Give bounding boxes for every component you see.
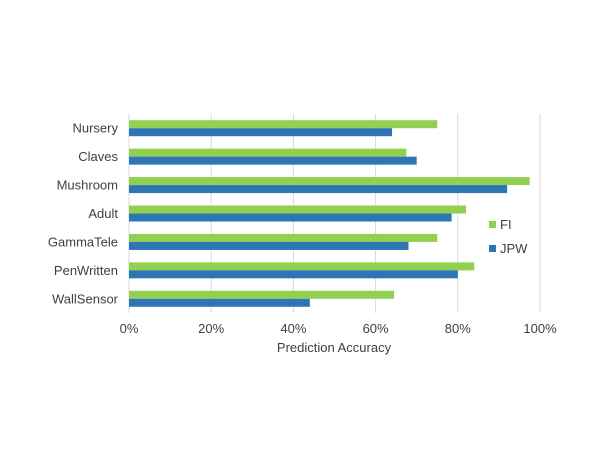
bar-jpw-gammatele — [129, 241, 409, 250]
bar-fi-adult — [129, 205, 467, 214]
legend: FI JPW — [489, 217, 528, 256]
legend-label-jpw: JPW — [500, 241, 528, 256]
legend-label-fi: FI — [500, 217, 512, 232]
x-tick-label: 40% — [280, 321, 306, 336]
legend-swatch-jpw — [489, 245, 496, 252]
category-label: Adult — [88, 206, 118, 221]
bar-fi-claves — [129, 148, 407, 157]
bar-fi-gammatele — [129, 233, 438, 242]
bar-jpw-claves — [129, 156, 417, 165]
bar-jpw-penwritten — [129, 270, 458, 279]
legend-swatch-fi — [489, 221, 496, 228]
x-tick-label: 20% — [198, 321, 224, 336]
bar-jpw-adult — [129, 213, 452, 222]
x-tick-label: 80% — [445, 321, 471, 336]
bar-jpw-wallsensor — [129, 298, 310, 307]
category-label: GammaTele — [48, 234, 118, 249]
bars — [129, 120, 530, 307]
bar-jpw-mushroom — [129, 185, 508, 194]
x-tick-label: 0% — [120, 321, 139, 336]
x-axis-title: Prediction Accuracy — [277, 340, 392, 355]
category-label: Mushroom — [57, 178, 118, 193]
category-labels: Nursery Claves Mushroom Adult GammaTele PenWr… — [48, 121, 119, 307]
category-label: Claves — [78, 149, 118, 164]
bar-fi-wallsensor — [129, 290, 395, 299]
bar-fi-mushroom — [129, 177, 530, 186]
category-label: Nursery — [72, 121, 118, 136]
bar-fi-nursery — [129, 120, 438, 129]
bar-jpw-nursery — [129, 128, 393, 137]
bar-fi-penwritten — [129, 262, 475, 271]
category-label: PenWritten — [54, 263, 118, 278]
x-tick-label: 100% — [523, 321, 557, 336]
category-label: WallSensor — [52, 291, 119, 306]
x-tick-label: 60% — [363, 321, 389, 336]
x-tick-labels: 0% 20% 40% 60% 80% 100% — [120, 321, 557, 336]
